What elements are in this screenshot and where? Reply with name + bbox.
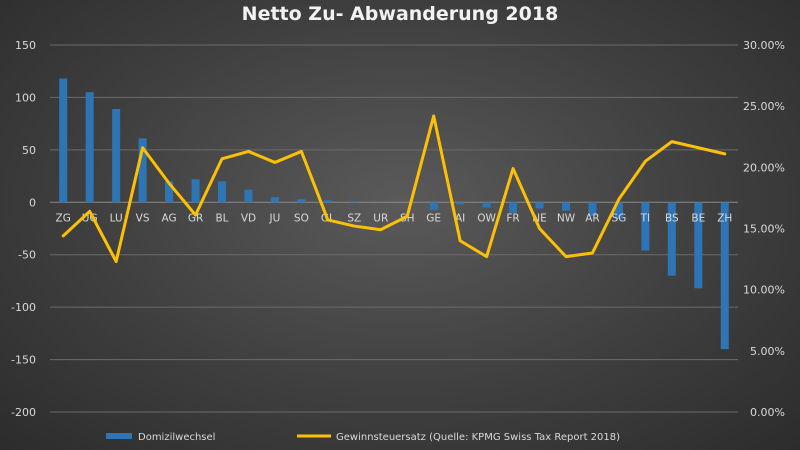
line-series	[61, 114, 727, 264]
legend: Domizilwechsel Gewinnsteuersatz (Quelle:…	[106, 432, 620, 443]
left-tick-label: -50	[18, 249, 36, 262]
bar	[191, 179, 200, 203]
right-axis-ticks: 0.00% 5.00% 10.00% 15.00% 20.00% 25.00% 30.00%	[743, 39, 785, 419]
category-label: GR	[188, 212, 203, 224]
category-label: AR	[585, 212, 599, 224]
bar	[85, 92, 94, 203]
right-tick-label: 15.00%	[743, 223, 785, 236]
category-label: GE	[426, 212, 441, 224]
category-label: SH	[400, 212, 415, 224]
category-label: OW	[477, 212, 496, 224]
category-label: NW	[557, 212, 576, 224]
left-tick-label: 100	[15, 91, 36, 104]
bar	[641, 202, 650, 251]
bar	[535, 202, 544, 209]
bar	[509, 202, 518, 213]
category-label: ZH	[717, 212, 732, 224]
category-label: SZ	[347, 212, 361, 224]
left-tick-label: -100	[11, 301, 36, 314]
category-label: UR	[373, 212, 388, 224]
bar	[244, 189, 253, 203]
category-label: JU	[269, 212, 281, 224]
bar	[482, 202, 491, 208]
left-tick-label: 0	[29, 196, 36, 209]
bar	[429, 202, 438, 210]
bar	[218, 181, 226, 203]
line-path	[61, 114, 727, 264]
bar	[323, 200, 332, 203]
bar	[720, 202, 729, 350]
bar	[112, 108, 121, 203]
left-tick-label: 50	[22, 144, 36, 157]
left-tick-label: -200	[11, 406, 36, 419]
category-label: BE	[691, 212, 705, 224]
legend-label-line: Gewinnsteuersatz (Quelle: KPMG Swiss Tax…	[336, 432, 620, 443]
bar	[456, 202, 465, 205]
right-tick-label: 30.00%	[743, 39, 785, 52]
right-tick-label: 5.00%	[750, 345, 785, 358]
right-tick-label: 10.00%	[743, 284, 785, 297]
legend-label-bar: Domizilwechsel	[138, 432, 215, 443]
bar	[165, 181, 174, 203]
category-label: ZG	[56, 212, 71, 224]
left-tick-label: 150	[15, 39, 36, 52]
category-label: TI	[640, 212, 651, 224]
bar	[59, 78, 68, 203]
category-label: LU	[110, 212, 123, 224]
bar	[270, 197, 279, 203]
category-label: BL	[215, 212, 228, 224]
category-label: VD	[241, 212, 256, 224]
bar	[614, 202, 623, 220]
right-tick-label: 0.00%	[750, 406, 785, 419]
chart-title: Netto Zu- Abwanderung 2018	[242, 3, 559, 25]
gridlines	[50, 44, 738, 413]
right-tick-label: 25.00%	[743, 100, 785, 113]
category-label: SO	[294, 212, 309, 224]
bar-series	[59, 78, 729, 350]
bar	[694, 202, 703, 289]
category-labels: ZG UG LU VS AG GR BL VD JU SO GL SZ UR SH GE AI OW FR NE NW…	[56, 212, 733, 224]
category-label: FR	[506, 212, 519, 224]
category-label: BS	[665, 212, 679, 224]
category-label: AG	[162, 212, 177, 224]
bar	[297, 199, 306, 203]
left-tick-label: -150	[11, 354, 36, 367]
category-label: AI	[455, 212, 465, 224]
legend-swatch-bar	[106, 433, 132, 439]
left-axis-ticks: -200 -150 -100 -50 0 50 100 150	[11, 39, 36, 419]
bar	[588, 202, 597, 216]
category-label: SG	[612, 212, 627, 224]
bar	[562, 202, 570, 211]
right-tick-label: 20.00%	[743, 161, 785, 174]
bar	[350, 201, 359, 203]
category-label: VS	[136, 212, 150, 224]
bar	[667, 202, 676, 276]
bar	[138, 138, 147, 203]
